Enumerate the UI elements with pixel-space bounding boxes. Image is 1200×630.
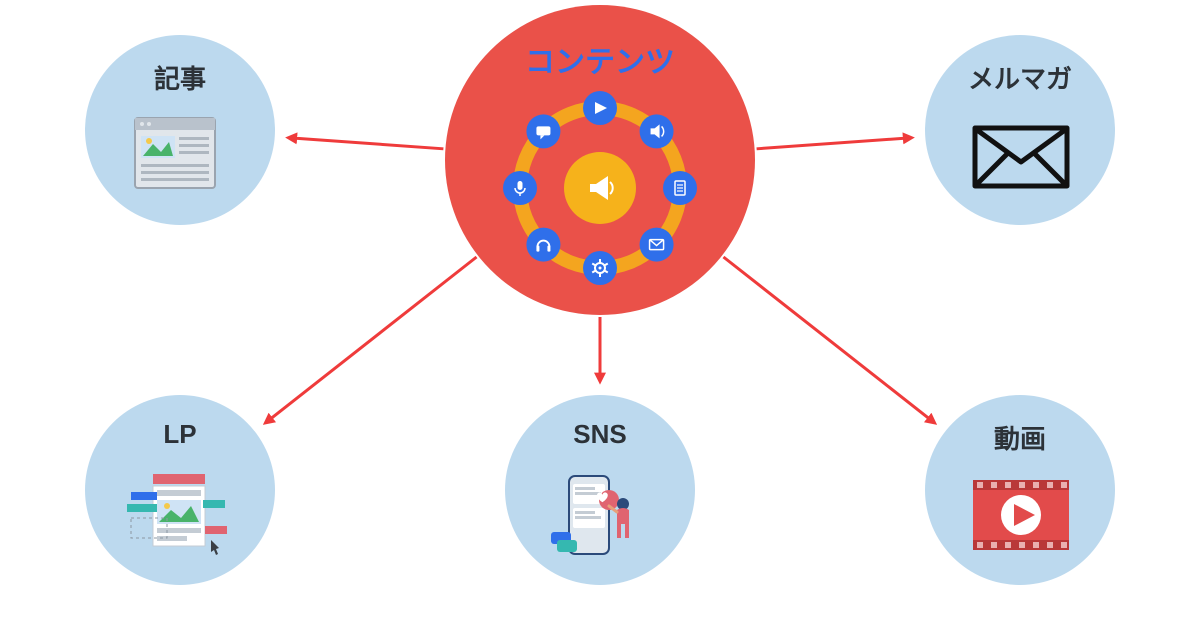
video-icon: [965, 470, 1075, 560]
sns-icon: [545, 470, 655, 560]
article-icon: [125, 110, 235, 200]
arrow-to-lp: [266, 257, 477, 423]
leaf-label-video: 動画: [925, 419, 1115, 456]
leaf-node-mail: メルマガ: [925, 35, 1115, 225]
arrow-to-mail: [757, 138, 912, 149]
center-node: コンテンツ: [445, 5, 755, 315]
leaf-node-article: 記事: [85, 35, 275, 225]
arrow-to-article: [289, 138, 444, 149]
leaf-label-lp: LP: [85, 419, 275, 450]
arrow-to-video: [723, 257, 934, 423]
diagram-stage: コンテンツ 記事 メルマガ LP SNS 動画: [0, 0, 1200, 630]
lp-icon: [125, 470, 235, 560]
center-graphic-icon: [490, 78, 710, 298]
leaf-label-article: 記事: [85, 59, 275, 96]
leaf-node-lp: LP: [85, 395, 275, 585]
leaf-node-video: 動画: [925, 395, 1115, 585]
leaf-node-sns: SNS: [505, 395, 695, 585]
mail-icon: [965, 110, 1075, 200]
center-label: コンテンツ: [445, 37, 755, 81]
leaf-label-mail: メルマガ: [925, 59, 1115, 96]
leaf-label-sns: SNS: [505, 419, 695, 450]
